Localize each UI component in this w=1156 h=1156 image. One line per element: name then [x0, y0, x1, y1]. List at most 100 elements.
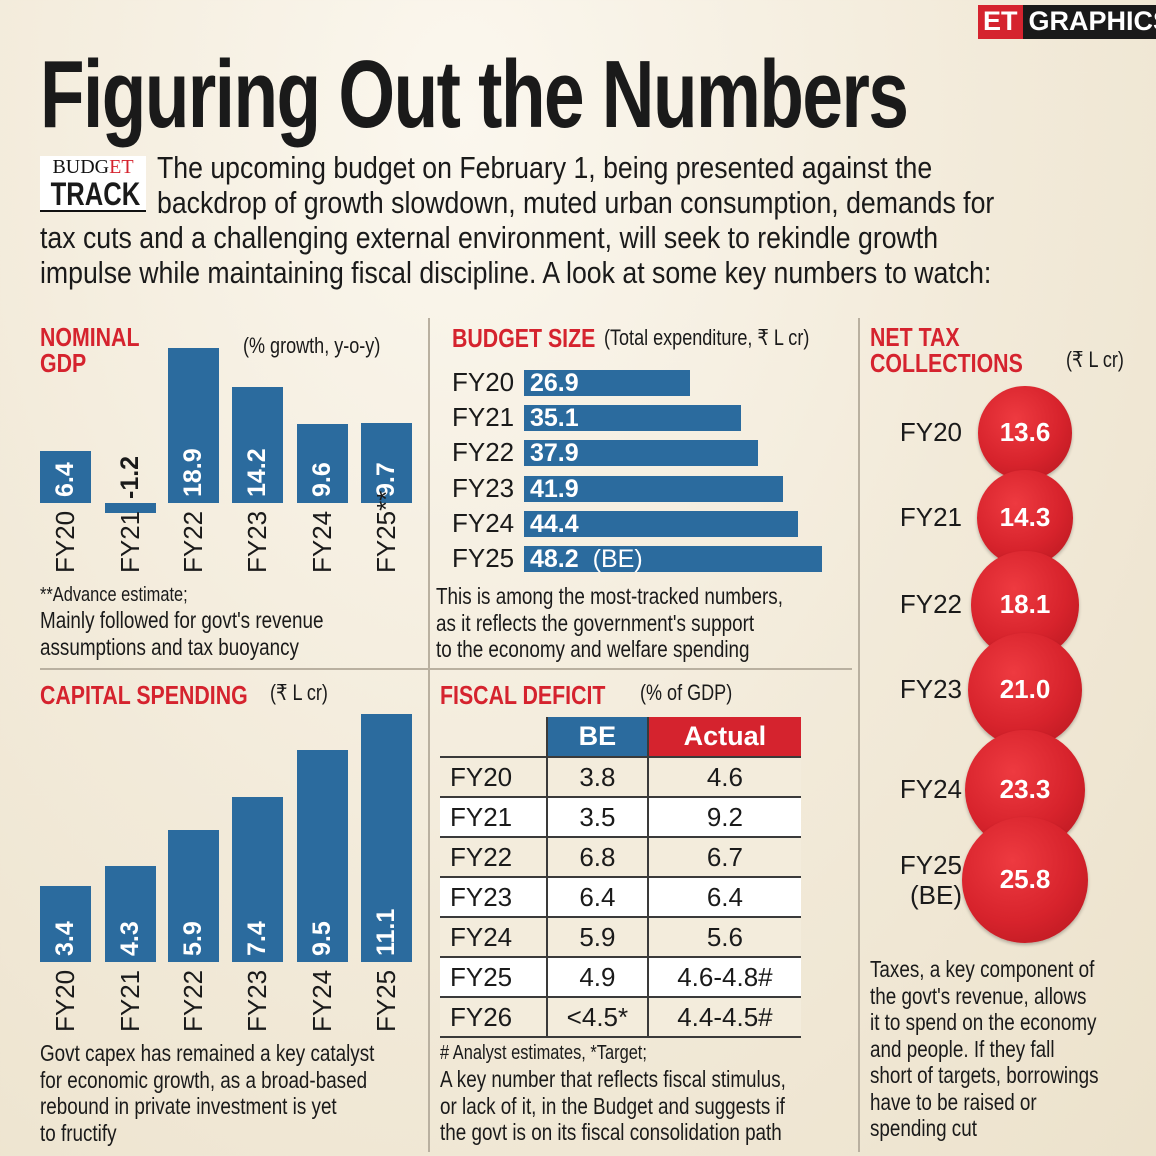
category-label: FY21 [899, 502, 962, 532]
fiscal-note: A key number that reflects fiscal stimul… [440, 1066, 786, 1145]
category-label: FY21 [115, 510, 145, 573]
capex-note: Govt capex has remained a key catalyst fo… [40, 1040, 375, 1146]
table-cell: 6.8 [546, 837, 648, 878]
graphics-label: GRAPHICS [1022, 5, 1156, 39]
logo-text-track: TRACK [50, 176, 141, 212]
intro-line: The upcoming budget on February 1, being… [157, 150, 933, 185]
table-row: FY25 4.9 4.6-4.8# [440, 957, 801, 998]
table-cell: 6.7 [646, 837, 801, 878]
table-row: FY20 3.8 4.6 [440, 757, 801, 798]
category-label: FY20 [50, 969, 80, 1032]
bar: 44.4 [524, 510, 799, 537]
category-label: FY25 [371, 969, 401, 1032]
note-line: spending cut [870, 1115, 977, 1141]
bar-value-label: 6.4 [51, 462, 79, 497]
budget-note: This is among the most-tracked numbers, a… [436, 583, 783, 662]
category-label: FY24 [452, 507, 515, 538]
bar-suffix: (BE) [592, 545, 643, 573]
bar [232, 386, 283, 503]
table-cell: 5.9 [546, 917, 648, 958]
category-label: FY22 [178, 969, 208, 1032]
bar: 41.9 [524, 474, 783, 503]
table-cell: 4.9 [546, 957, 648, 998]
note-line: and people. If they fall [870, 1035, 1055, 1062]
et-graphics-badge: ETGRAPHICS [978, 5, 1156, 39]
table-row: FY21 3.5 9.2 [440, 797, 801, 838]
bar [40, 886, 91, 962]
table-row: FY24 5.9 5.6 [440, 917, 801, 958]
bubble: 21.0 [967, 632, 1083, 748]
category-label: FY24 [307, 510, 337, 573]
table-header-be: BE [546, 717, 648, 758]
bar-value-label: 9.6 [308, 462, 336, 497]
fiscal-subtitle: (% of GDP) [640, 680, 733, 705]
category-label: FY23 [242, 510, 272, 573]
bar-value-label: 48.2 [530, 545, 579, 573]
bar-value-label: 3.4 [51, 921, 79, 956]
et-label: ET [978, 5, 1023, 39]
bubble: 13.6 [978, 386, 1072, 480]
note-line: it to spend on the economy [870, 1009, 1097, 1035]
table-cell: FY23 [440, 877, 547, 918]
tax-title: NET TAX COLLECTIONS [870, 322, 1023, 378]
bar-value-label: 11.1 [372, 908, 400, 956]
table-header-actual: Actual [646, 717, 801, 758]
table-row: FY22 6.8 6.7 [440, 837, 801, 878]
table-cell: FY24 [440, 917, 547, 958]
table-cell: FY26 [440, 997, 547, 1038]
category-label: FY20 [899, 417, 962, 447]
category-label: FY24 [899, 774, 962, 804]
budget-track-logo: BUDGET TRACK [40, 156, 146, 212]
fiscal-footnote: # Analyst estimates, *Target; [440, 1042, 647, 1064]
gdp-subtitle: (% growth, y-o-y) [243, 333, 381, 358]
note-line: Taxes, a key component of [870, 956, 1095, 982]
table-cell: 5.6 [646, 917, 801, 958]
bar [297, 424, 348, 503]
category-label: FY25** [371, 490, 401, 573]
table-cell: FY25 [440, 957, 547, 998]
bar: 37.9 [524, 440, 759, 467]
table-cell: 4.6 [646, 757, 801, 798]
category-label: FY25 [452, 543, 515, 573]
bar: 48.2 (BE) [524, 546, 822, 572]
bar-value-label: 5.9 [179, 921, 207, 956]
bar-value-label: 35.1 [530, 404, 579, 433]
fiscal-table: BE Actual FY20 3.8 4.6 FY21 3.5 9.2 FY22 6.8 6.7… [440, 717, 801, 1038]
table-cell: FY21 [440, 797, 547, 838]
category-label: FY22 [178, 510, 208, 573]
bar: 26.9 [524, 369, 691, 397]
logo-text-red: ET [109, 156, 134, 178]
capex-title: CAPITAL SPENDING [40, 680, 248, 710]
category-label: FY25 (BE) [899, 850, 962, 910]
table-cell: 6.4 [546, 877, 648, 918]
bar [361, 423, 412, 503]
budget-subtitle: (Total expenditure, ₹ L cr) [604, 325, 810, 350]
bar-value-label: 41.9 [530, 474, 579, 503]
table-cell: 3.5 [546, 797, 648, 838]
category-label: FY23 [242, 969, 272, 1032]
category-label: FY23 [899, 674, 962, 704]
bar [105, 866, 156, 962]
intro-line: tax cuts and a challenging external envi… [40, 220, 939, 255]
table-header-blank [440, 717, 547, 758]
table-cell: 3.8 [546, 757, 648, 798]
table-cell: <4.5* [546, 997, 648, 1038]
table-row: FY26 <4.5* 4.4-4.5# [440, 997, 801, 1038]
table-cell: 6.4 [646, 877, 801, 918]
capex-subtitle: (₹ L cr) [270, 680, 328, 705]
note-line: the govt's revenue, allows [870, 982, 1087, 1009]
bar-value-label: -1.2 [116, 455, 144, 499]
category-label: FY24 [307, 969, 337, 1032]
bar-value-label: 26.9 [530, 369, 579, 397]
bar-value-label: 18.9 [179, 448, 207, 497]
table-row: FY23 6.4 6.4 [440, 877, 801, 918]
gdp-note: Mainly followed for govt's revenue assump… [40, 607, 324, 660]
table-cell: FY22 [440, 837, 547, 878]
logo-text: BUDG [52, 156, 110, 178]
divider [858, 318, 860, 1152]
page-title: Figuring Out the Numbers [40, 40, 1156, 150]
budget-title: BUDGET SIZE [452, 323, 596, 353]
table-cell: 4.4-4.5# [646, 997, 801, 1038]
note-line: have to be raised or [870, 1088, 1037, 1115]
bar [40, 450, 91, 503]
